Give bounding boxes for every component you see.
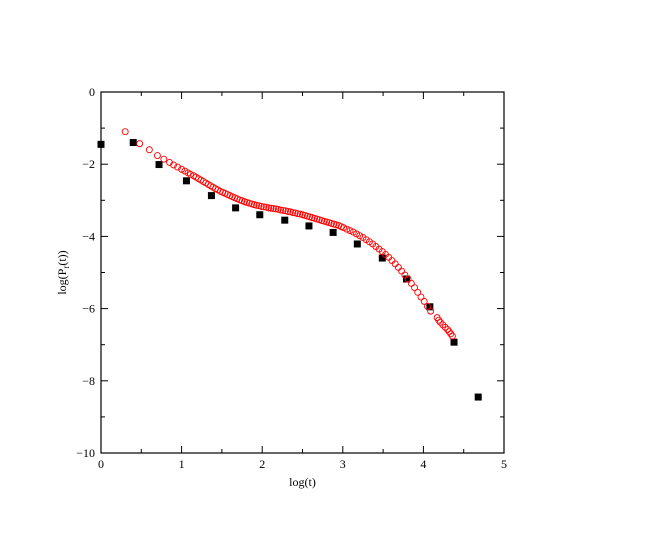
data-point: [281, 216, 289, 224]
data-point: [448, 332, 456, 340]
y-tick-label: 0: [89, 85, 95, 99]
data-point: [145, 146, 153, 154]
data-point: [435, 316, 443, 324]
y-tick-label: −8: [82, 374, 95, 388]
data-point: [445, 328, 453, 336]
y-tick-label: −2: [82, 157, 95, 171]
data-point: [305, 222, 313, 230]
data-point: [343, 225, 351, 233]
data-point: [394, 263, 402, 271]
data-point: [329, 228, 337, 236]
data-point: [232, 204, 240, 212]
data-point: [187, 170, 194, 178]
data-point: [444, 326, 452, 333]
x-tick-label: 4: [420, 457, 426, 471]
data-point: [279, 206, 287, 214]
data-point: [447, 330, 455, 338]
data-point: [270, 205, 277, 213]
y-tick-label: −10: [76, 446, 95, 460]
data-point: [253, 201, 261, 209]
plot-frame: [100, 91, 505, 454]
data-point: [153, 152, 161, 159]
data-point: [398, 267, 406, 275]
data-point: [182, 177, 190, 185]
y-tick-label: −6: [82, 302, 95, 316]
data-point: [353, 240, 361, 248]
data-point: [174, 163, 182, 171]
data-point: [427, 307, 435, 315]
data-point: [346, 227, 354, 235]
axis-ticks: [100, 91, 505, 454]
series-1: [97, 139, 482, 401]
y-axis-label: log(Pr(t)): [55, 250, 71, 294]
x-tick-label: 2: [259, 457, 265, 471]
data-point: [417, 293, 425, 301]
data-point: [411, 284, 418, 292]
y-tick-label: −4: [82, 229, 95, 243]
data-point: [267, 204, 275, 212]
series-2: [121, 128, 456, 340]
data-point: [272, 205, 280, 213]
y-axis-label-main: log(P: [55, 268, 69, 294]
data-point: [121, 128, 129, 136]
data-point: [426, 303, 434, 311]
data-point: [414, 288, 422, 296]
data-point: [136, 140, 144, 148]
data-point: [155, 161, 163, 169]
data-point: [378, 254, 386, 262]
data-point: [407, 279, 415, 287]
data-point: [439, 321, 447, 329]
data-point: [340, 224, 348, 232]
x-tick-label: 0: [98, 457, 104, 471]
data-point: [129, 139, 137, 147]
x-tick-label: 1: [179, 457, 185, 471]
x-tick-label: 5: [501, 457, 507, 471]
data-point: [260, 203, 268, 211]
x-tick-label: 3: [340, 457, 346, 471]
data-point: [402, 275, 410, 283]
axis-tick-labels: 0 1 2 3 4 5 0 −2 −4 −6 −8 −10: [76, 85, 507, 471]
data-point: [420, 297, 428, 305]
data-point: [441, 323, 449, 331]
x-axis-label: log(t): [289, 475, 316, 489]
data-point: [170, 161, 177, 169]
data-point: [160, 155, 168, 163]
data-point: [277, 206, 285, 214]
data-point: [474, 393, 482, 401]
data-point: [207, 192, 215, 200]
data-point: [294, 210, 302, 218]
data-point: [404, 275, 412, 283]
data-point: [423, 302, 431, 310]
data-point: [256, 211, 264, 219]
y-axis-label-subscript: r: [61, 266, 71, 269]
data-points: [97, 128, 482, 401]
data-point: [289, 209, 297, 217]
data-point: [284, 208, 292, 215]
y-axis-label-tail: (t)): [55, 250, 69, 265]
data-point: [257, 202, 265, 210]
data-point: [265, 204, 273, 212]
data-point: [450, 338, 458, 346]
